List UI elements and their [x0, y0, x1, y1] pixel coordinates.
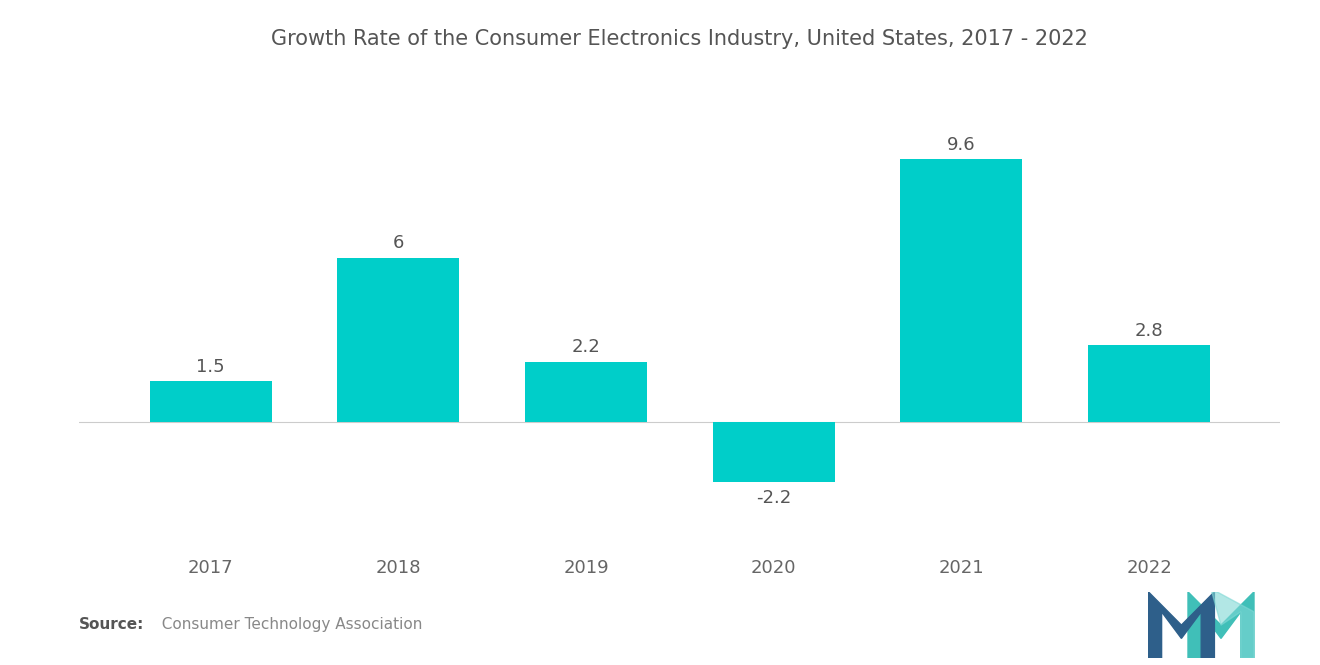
Bar	[1088, 345, 1210, 422]
Title: Growth Rate of the Consumer Electronics Industry, United States, 2017 - 2022: Growth Rate of the Consumer Electronics …	[272, 29, 1088, 49]
Text: Consumer Technology Association: Consumer Technology Association	[152, 616, 422, 632]
Text: 2.2: 2.2	[572, 338, 601, 356]
Text: -2.2: -2.2	[756, 489, 791, 507]
Text: 2.8: 2.8	[1135, 322, 1163, 340]
Text: Source:: Source:	[79, 616, 145, 632]
Text: 9.6: 9.6	[946, 136, 975, 154]
Bar	[900, 159, 1022, 422]
Bar	[338, 258, 459, 422]
Text: 6: 6	[392, 234, 404, 252]
Bar	[149, 381, 272, 422]
Polygon shape	[1212, 592, 1254, 658]
Text: 1.5: 1.5	[197, 358, 224, 376]
Bar	[713, 422, 834, 482]
Polygon shape	[1188, 592, 1254, 658]
Polygon shape	[1148, 592, 1214, 658]
Bar	[525, 362, 647, 422]
